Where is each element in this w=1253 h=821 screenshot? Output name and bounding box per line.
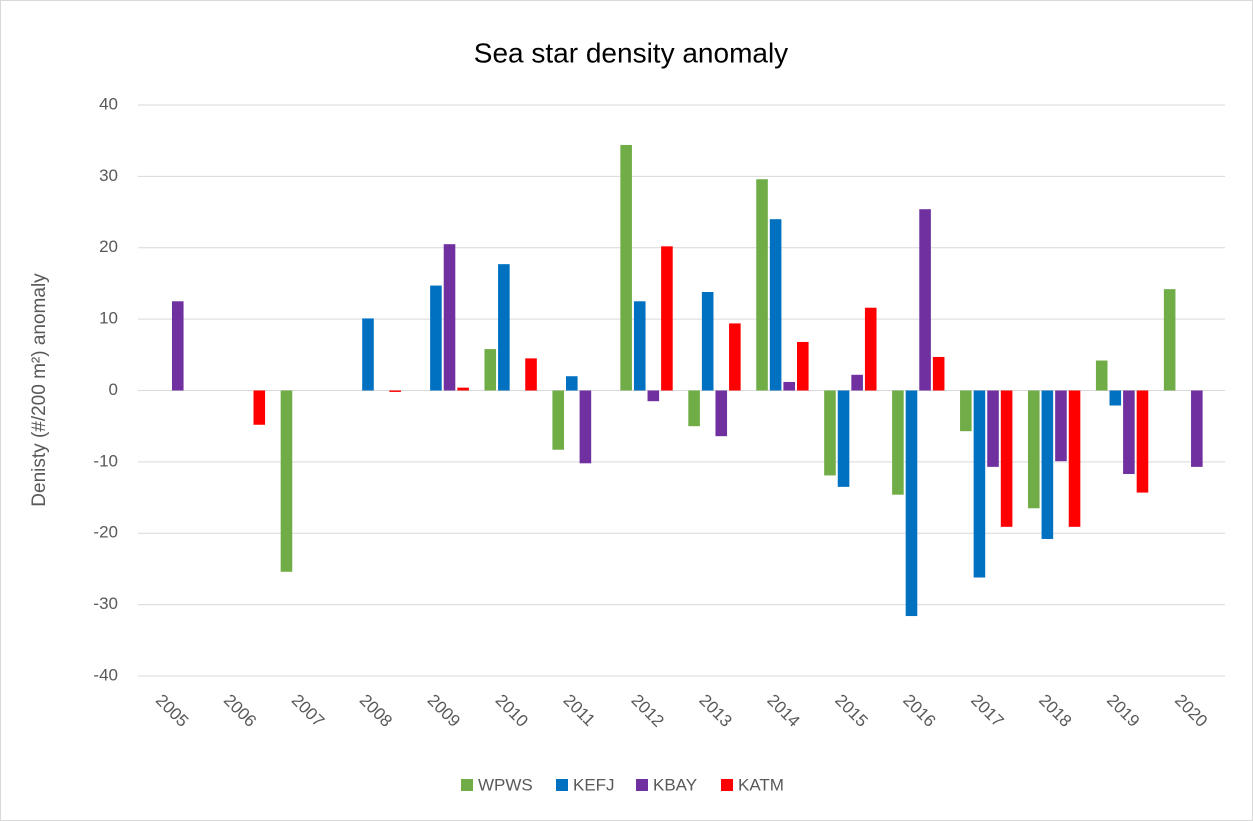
bar — [389, 390, 401, 392]
y-tick-label: 40 — [99, 94, 118, 113]
legend-swatch — [721, 779, 733, 791]
bar — [1041, 390, 1054, 539]
legend-label: KBAY — [653, 775, 697, 794]
bar — [824, 390, 836, 476]
bar — [457, 387, 469, 391]
y-tick-label: 0 — [109, 380, 118, 399]
y-tick-label: 20 — [99, 237, 118, 256]
bar — [566, 376, 578, 391]
bar — [620, 144, 632, 391]
bar — [1027, 390, 1040, 509]
bar — [1163, 289, 1176, 391]
y-tick-label: -40 — [93, 665, 118, 684]
bar — [864, 307, 877, 391]
bar — [253, 390, 266, 425]
y-axis-title: Denisty (#/200 m²) anomaly — [29, 273, 50, 507]
bar — [701, 292, 714, 391]
bar — [729, 323, 741, 391]
bar — [851, 374, 863, 391]
bar — [498, 264, 510, 391]
bar — [905, 390, 918, 617]
legend-label: WPWS — [478, 775, 533, 794]
bar — [769, 219, 782, 391]
bar — [1191, 390, 1203, 467]
y-tick-label: -20 — [93, 523, 118, 542]
bar — [756, 179, 768, 391]
bar — [1000, 390, 1013, 527]
bar — [661, 246, 673, 391]
y-tick-label: -10 — [93, 451, 118, 470]
bar — [1109, 390, 1122, 406]
bar — [1136, 390, 1149, 493]
bar — [892, 390, 904, 495]
legend-label: KATM — [738, 775, 784, 794]
bar — [783, 381, 795, 391]
bar — [837, 390, 850, 487]
legend-swatch — [556, 779, 568, 791]
bar — [525, 358, 537, 391]
bar — [973, 390, 986, 578]
bar — [919, 209, 931, 391]
bar — [430, 285, 442, 391]
legend-label: KEFJ — [573, 775, 615, 794]
bar — [280, 390, 293, 572]
bar — [633, 301, 646, 391]
bar — [987, 390, 999, 467]
bar — [362, 318, 374, 391]
bar — [579, 390, 592, 464]
bar — [960, 390, 972, 432]
bar — [796, 341, 809, 391]
bar — [1123, 390, 1135, 475]
legend-swatch — [461, 779, 473, 791]
bar — [1095, 360, 1108, 391]
y-tick-label: 30 — [99, 166, 118, 185]
bar — [1055, 390, 1067, 462]
bar — [443, 244, 456, 391]
bar — [484, 349, 497, 391]
bar — [171, 301, 184, 391]
bar — [647, 390, 660, 402]
legend-swatch — [636, 779, 648, 791]
bar — [552, 390, 565, 450]
bar — [715, 390, 728, 437]
bar — [1068, 390, 1081, 527]
chart-title: Sea star density anomaly — [474, 37, 788, 68]
y-tick-label: -30 — [93, 594, 118, 613]
bar — [932, 356, 945, 391]
bar — [688, 390, 700, 427]
y-tick-label: 10 — [99, 309, 118, 328]
